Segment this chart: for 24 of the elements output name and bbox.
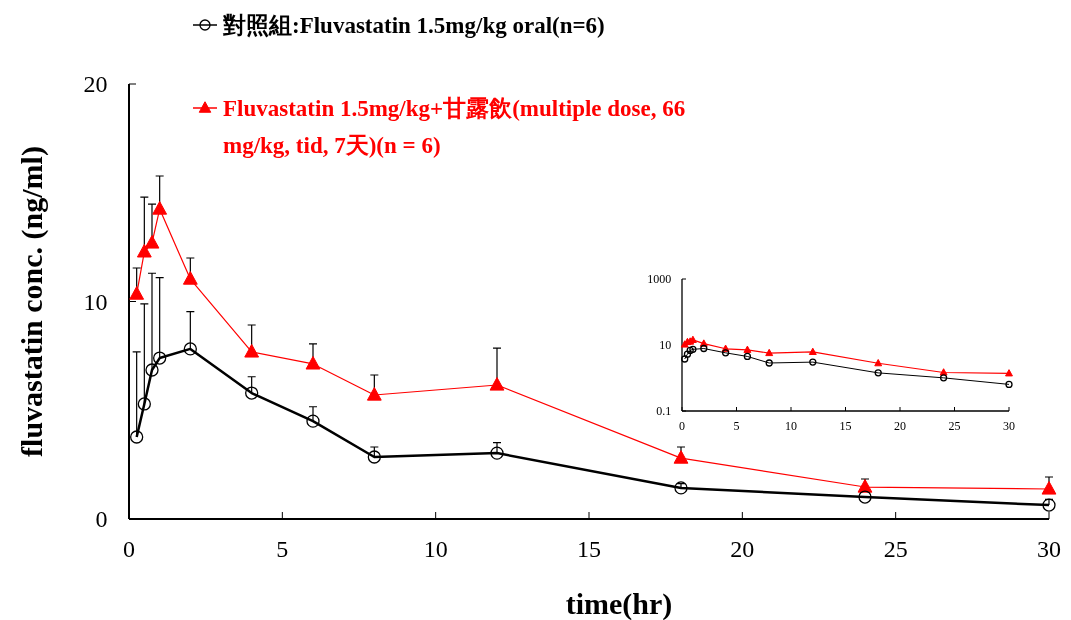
x-tick-label: 30 [1003, 419, 1015, 434]
x-tick-label: 25 [883, 536, 908, 563]
x-tick-label: 20 [894, 419, 906, 434]
x-tick-label: 10 [423, 536, 448, 563]
x-tick-label: 30 [1037, 536, 1061, 563]
y-tick-label: 10 [83, 288, 108, 315]
y-tick-label: 10 [659, 338, 672, 353]
x-tick-label: 5 [733, 419, 740, 434]
y-axis-title: fluvastatin conc. (ng/ml) [15, 146, 49, 457]
x-tick-label: 25 [948, 419, 961, 434]
x-tick-label: 5 [276, 536, 289, 563]
x-tick-label: 15 [577, 536, 601, 563]
x-tick-label: 0 [679, 419, 685, 434]
y-tick-label: 20 [83, 71, 108, 98]
x-tick-label: 0 [123, 536, 135, 563]
x-tick-label: 20 [730, 536, 755, 563]
legend-label: Fluvastatin 1.5mg/kg+甘露飲(multiple dose, 66 mg/kg, tid, 7天)(n = 6) [223, 96, 686, 158]
legend-label: 對照組:Fluvastatin 1.5mg/kg oral(n=6) [222, 13, 605, 38]
y-tick-label: 0.1 [656, 404, 672, 419]
x-axis-title: time(hr) [565, 587, 673, 620]
x-tick-label: 15 [839, 419, 852, 434]
y-tick-label: 0 [95, 506, 108, 533]
x-tick-label: 10 [785, 419, 797, 434]
y-tick-label: 1000 [647, 272, 672, 287]
